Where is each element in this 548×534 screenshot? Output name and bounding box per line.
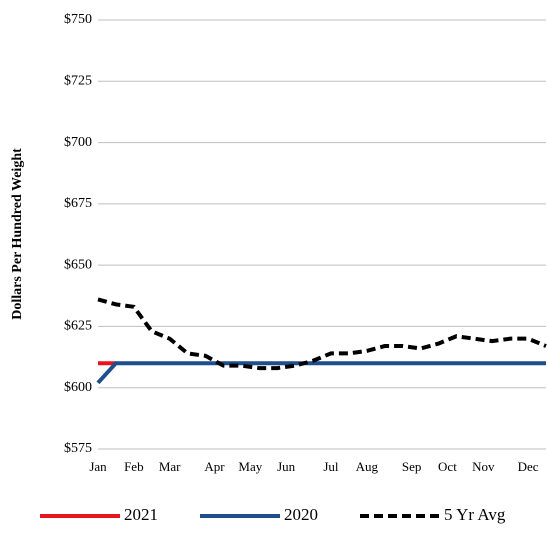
series-line bbox=[97, 297, 547, 371]
y-tick-label: $600 bbox=[64, 380, 92, 395]
y-tick-label: $625 bbox=[64, 319, 92, 334]
x-tick-label: Nov bbox=[472, 459, 495, 474]
y-tick-label: $725 bbox=[64, 74, 92, 89]
x-tick-label: Sep bbox=[402, 459, 422, 474]
x-tick-label: May bbox=[238, 459, 262, 474]
y-tick-label: $575 bbox=[64, 441, 92, 456]
legend-label: 5 Yr Avg bbox=[444, 505, 506, 524]
y-tick-label: $675 bbox=[64, 196, 92, 211]
legend-label: 2021 bbox=[124, 505, 158, 524]
x-tick-label: Dec bbox=[518, 459, 539, 474]
y-tick-label: $750 bbox=[64, 12, 92, 27]
x-tick-label: Jun bbox=[277, 459, 296, 474]
y-tick-label: $650 bbox=[64, 257, 92, 272]
x-tick-label: Mar bbox=[159, 459, 181, 474]
x-tick-label: Oct bbox=[438, 459, 457, 474]
series-line bbox=[96, 361, 546, 385]
x-tick-label: Aug bbox=[356, 459, 379, 474]
x-tick-label: Apr bbox=[204, 459, 225, 474]
y-tick-label: $700 bbox=[64, 135, 92, 150]
legend-label: 2020 bbox=[284, 505, 318, 524]
y-axis-label: Dollars Per Hundred Weight bbox=[10, 148, 25, 320]
x-tick-label: Jan bbox=[89, 459, 107, 474]
x-tick-label: Feb bbox=[124, 459, 144, 474]
x-tick-label: Jul bbox=[323, 459, 339, 474]
